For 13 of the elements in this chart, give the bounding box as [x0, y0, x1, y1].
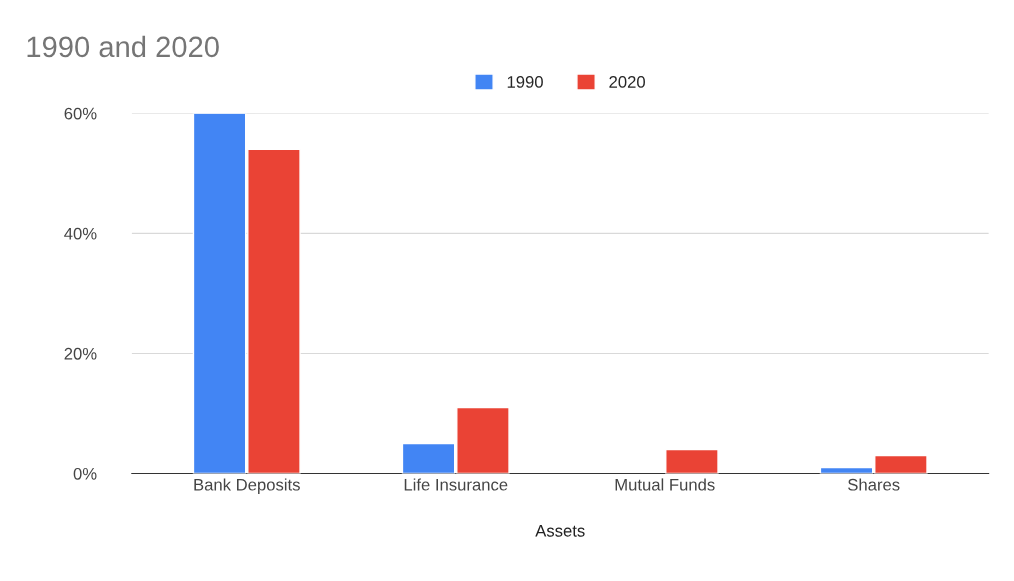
- legend-label: 2020: [609, 75, 645, 88]
- x-axis-title: Assets: [535, 525, 585, 537]
- x-tick-label: Life Insurance: [404, 478, 508, 491]
- x-tick-label: Shares: [848, 478, 900, 491]
- y-tick-label: 60%: [64, 107, 97, 120]
- y-tick-label: 0%: [73, 467, 97, 480]
- x-tick-label: Bank Deposits: [194, 478, 300, 494]
- legend-label: 1990: [507, 75, 543, 88]
- x-tick-label: Mutual Funds: [615, 478, 715, 491]
- y-tick-label: 20%: [64, 347, 97, 360]
- chart-title: 1990 and 2020: [27, 35, 219, 58]
- y-tick-label: 40%: [64, 227, 97, 240]
- bar: [665, 448, 719, 474]
